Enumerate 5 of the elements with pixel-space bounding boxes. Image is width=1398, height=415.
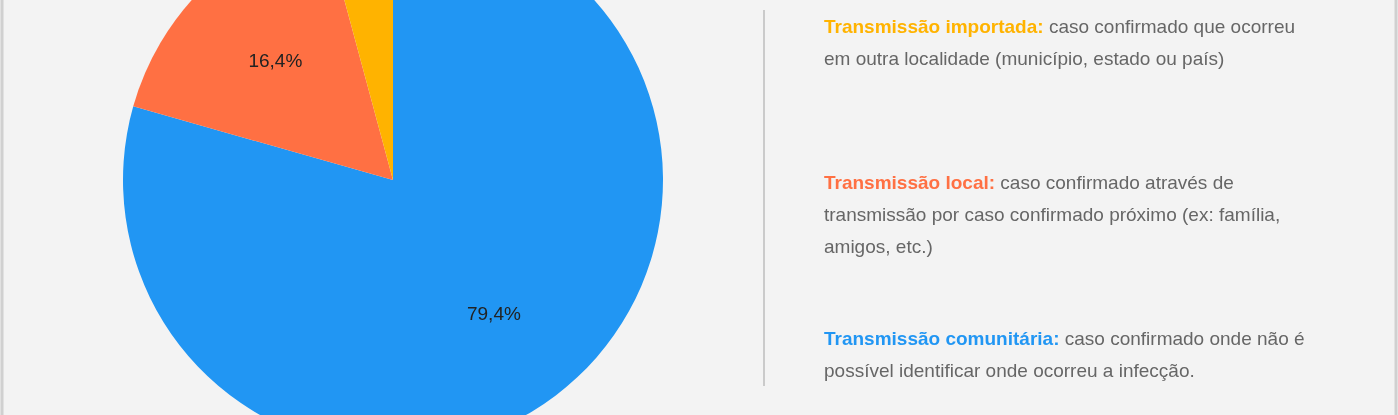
text: Transmissão comunitária: caso confirmado onde não é possível identificar onde ocorreu a infecção. [824,327,1305,381]
text: Transmissão local: caso confirmado através de transmissão por caso confirmado próximo (ex: família, amigos, etc.) [824,171,1281,257]
data-label: 16,4% [248,50,303,72]
text: Transmissão importada: caso confirmado que ocorreu em outra localidade (município, estado ou país) [824,15,1296,69]
data-label: 79,4% [466,303,521,325]
